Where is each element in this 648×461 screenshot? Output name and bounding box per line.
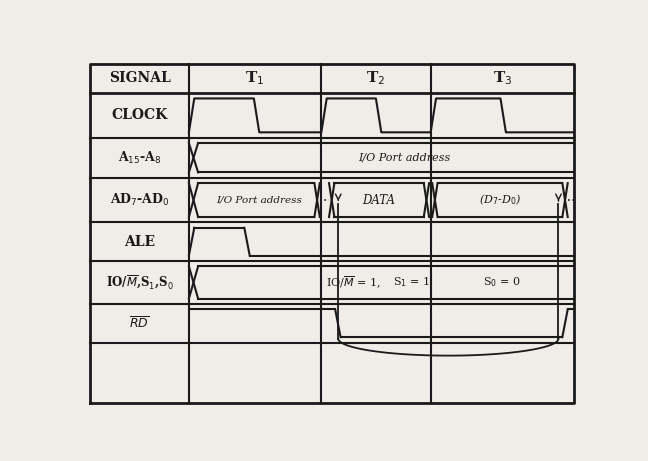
Text: $\overline{RD}$: $\overline{RD}$ bbox=[130, 315, 150, 331]
Text: S$_0$ = 0: S$_0$ = 0 bbox=[483, 276, 521, 290]
Text: T$_2$: T$_2$ bbox=[366, 70, 386, 87]
Text: IO/$\overline{M}$,S$_1$,S$_0$: IO/$\overline{M}$,S$_1$,S$_0$ bbox=[106, 274, 174, 291]
Text: IO/$\overline{M}$ = 1,: IO/$\overline{M}$ = 1, bbox=[327, 274, 381, 290]
Text: DATA: DATA bbox=[363, 194, 395, 207]
Text: S$_1$ = 1: S$_1$ = 1 bbox=[393, 276, 430, 290]
Text: T$_1$: T$_1$ bbox=[246, 70, 265, 87]
Text: A$_{15}$-A$_8$: A$_{15}$-A$_8$ bbox=[118, 150, 161, 166]
Text: ALE: ALE bbox=[124, 235, 155, 248]
Text: SIGNAL: SIGNAL bbox=[109, 71, 170, 85]
Text: CLOCK: CLOCK bbox=[111, 108, 168, 122]
Text: (D$_7$-D$_0$): (D$_7$-D$_0$) bbox=[479, 193, 521, 207]
Text: T$_3$: T$_3$ bbox=[492, 70, 512, 87]
Text: I/O Port address: I/O Port address bbox=[358, 153, 450, 163]
Text: I/O Port address: I/O Port address bbox=[216, 195, 302, 205]
Text: AD$_7$-AD$_0$: AD$_7$-AD$_0$ bbox=[110, 192, 169, 208]
